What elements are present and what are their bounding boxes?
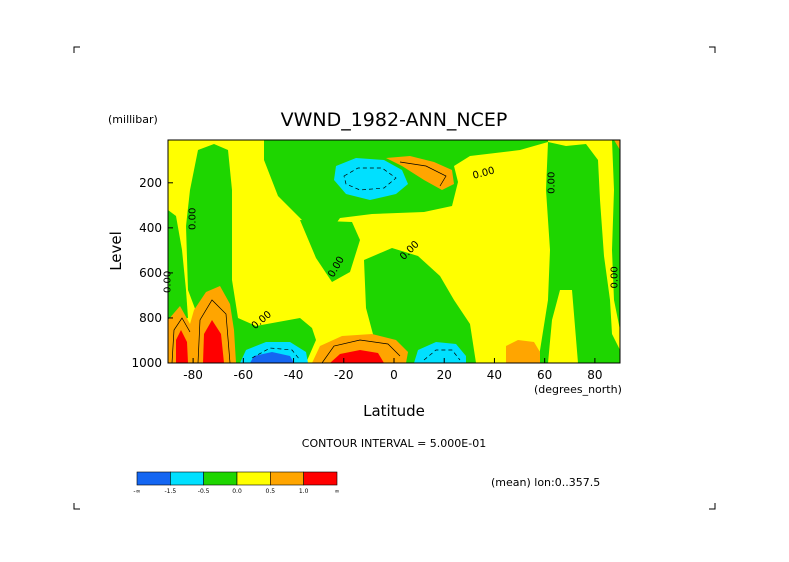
corner-mark-top-left [73, 46, 80, 53]
colorbar-label: ∞ [335, 488, 340, 495]
x-tick-label: 0 [390, 368, 398, 382]
contour-fields [168, 140, 620, 363]
x-tick-label: -60 [234, 368, 254, 382]
x-tick-label: 40 [487, 368, 502, 382]
y-tick-label: 600 [139, 266, 162, 280]
y-tick-label: 1000 [131, 356, 162, 370]
colorbar-swatch [203, 471, 238, 486]
corner-marks [73, 46, 716, 510]
x-unit-label: (degrees_north) [534, 383, 622, 396]
region-orange-north-surface [506, 340, 540, 363]
y-tick-label: 400 [139, 221, 162, 235]
region-red-polar-south-a [176, 330, 188, 363]
contour-lines [171, 161, 461, 364]
contour-line-upper-trough [343, 167, 397, 191]
contour-line-tropical-surface [321, 339, 401, 364]
region-orange-tropical-surface [312, 334, 408, 363]
region-green-polar-south [168, 210, 188, 322]
y-tick-label: 200 [139, 176, 162, 190]
region-cyan-upper-trough [334, 158, 408, 200]
x-tick-label: 20 [437, 368, 452, 382]
region-blue-south-surface [250, 352, 294, 363]
colorbar-label: -0.5 [198, 488, 210, 495]
chart-title: VWND_1982-ANN_NCEP [281, 109, 508, 131]
colorbar: -∞ -1.5 -0.5 0.0 0.5 1.0 ∞ [133, 471, 340, 495]
y-tick-label: 800 [139, 311, 162, 325]
region-green-north-column [538, 142, 620, 363]
colorbar-label: 0.0 [232, 488, 242, 495]
colorbar-label: 1.0 [299, 488, 309, 495]
contour-line-south-surface [251, 347, 301, 361]
y-unit-label: (millibar) [108, 113, 158, 126]
x-tick-label: -40 [284, 368, 304, 382]
colorbar-label: -∞ [133, 488, 140, 495]
contour-line-polar-south [171, 299, 231, 364]
colorbar-label: -1.5 [164, 488, 176, 495]
region-orange-upper-jet [386, 156, 454, 190]
corner-mark-bottom-right [709, 503, 716, 510]
region-orange-north-corner [614, 140, 620, 150]
contour-label: 0.00 [188, 208, 199, 230]
y-axis-label: Level [107, 231, 125, 271]
contour-line-north-surface [423, 349, 461, 361]
x-axis-label: Latitude [363, 402, 425, 420]
colorbar-swatch [270, 471, 304, 486]
x-tick-label: 80 [587, 368, 602, 382]
region-green-tropical [364, 248, 476, 363]
contour-interval-text: CONTOUR INTERVAL = 5.000E-01 [302, 437, 486, 450]
x-tick-label: -80 [183, 368, 203, 382]
contour-line-upper-jet [399, 161, 447, 187]
corner-mark-top-right [709, 46, 716, 53]
footer-text: (mean) lon:0..357.5 [491, 476, 600, 489]
contour-label: 0.00 [547, 172, 558, 194]
x-tick-label: -20 [334, 368, 354, 382]
contour-label: 0.00 [609, 266, 620, 288]
x-axis: -80 -60 -40 -20 0 20 40 60 80 [183, 358, 603, 382]
colorbar-swatch [236, 471, 271, 486]
colorbar-swatch [170, 471, 204, 486]
region-red-polar-south-b [203, 320, 224, 363]
colorbar-swatch [136, 471, 171, 486]
corner-mark-bottom-left [73, 503, 80, 510]
colorbar-label: 0.5 [266, 488, 276, 495]
region-green-north-rim [612, 140, 620, 330]
colorbar-swatch [303, 471, 338, 486]
region-green-upper-south-tongue [300, 220, 360, 282]
region-green-upper-south [264, 140, 548, 232]
x-tick-label: 60 [537, 368, 552, 382]
y-axis: 200 400 600 800 1000 [131, 176, 173, 370]
